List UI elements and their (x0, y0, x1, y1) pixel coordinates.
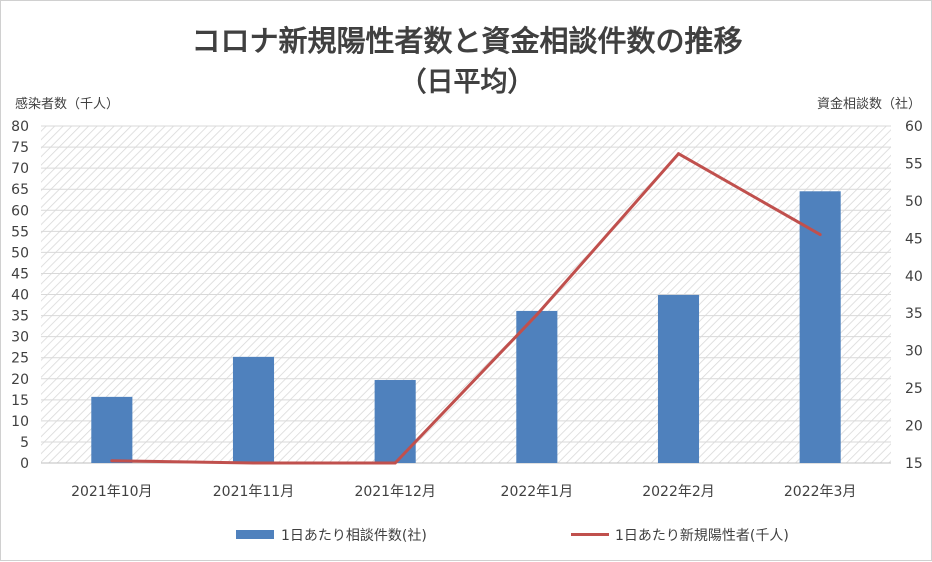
line-point (818, 233, 822, 237)
left-tick-label: 65 (11, 182, 29, 198)
left-tick-label: 10 (11, 414, 29, 430)
left-tick-label: 30 (11, 330, 29, 346)
series-line (111, 152, 821, 465)
right-tick-label: 60 (905, 119, 923, 135)
left-tick-label: 15 (11, 393, 29, 409)
left-tick-label: 45 (11, 266, 29, 282)
left-tick-label: 55 (11, 224, 29, 240)
x-tick-label: 2022年2月 (642, 484, 715, 500)
line-series (110, 152, 822, 465)
bar (374, 380, 416, 463)
chart-title: コロナ新規陽性者数と資金相談件数の推移 (191, 24, 742, 58)
left-tick-label: 40 (11, 288, 29, 304)
right-axis-label: 資金相談数（社） (817, 96, 921, 112)
x-tick-label: 2021年11月 (213, 484, 294, 500)
left-axis-ticks: 0 5 10 15 20 25 30 35 40 45 50 55 60 65 70 75 80 (11, 119, 29, 472)
right-axis-ticks: 15 20 25 30 35 40 45 50 55 60 (905, 119, 923, 472)
left-tick-label: 35 (11, 309, 29, 325)
line-point (110, 459, 114, 463)
line-point (393, 461, 397, 465)
right-tick-label: 45 (905, 231, 923, 247)
legend-label-line: 1日あたり新規陽性者(千人) (615, 528, 789, 544)
right-tick-label: 25 (905, 381, 923, 397)
bar-series (91, 191, 841, 463)
left-tick-label: 60 (11, 203, 29, 219)
bar (232, 356, 275, 463)
left-tick-label: 75 (11, 140, 29, 156)
left-axis-label: 感染者数（千人） (15, 96, 119, 112)
x-tick-label: 2022年3月 (784, 484, 857, 500)
bar (657, 294, 700, 463)
right-tick-label: 35 (905, 306, 923, 322)
left-tick-label: 80 (11, 119, 29, 135)
x-tick-label: 2022年1月 (501, 484, 574, 500)
right-tick-label: 55 (905, 156, 923, 172)
legend-swatch-bar (236, 530, 274, 539)
line-point (677, 152, 680, 156)
x-tick-label: 2021年12月 (354, 484, 435, 500)
left-tick-label: 25 (11, 351, 29, 367)
bar (516, 310, 558, 463)
right-tick-label: 40 (905, 269, 923, 285)
right-tick-label: 20 (905, 419, 923, 435)
legend-label-bar: 1日あたり相談件数(社) (281, 528, 427, 544)
chart-subtitle: （日平均） (400, 67, 535, 98)
right-tick-label: 30 (905, 344, 923, 360)
left-tick-label: 5 (20, 435, 29, 451)
x-tick-label: 2021年10月 (71, 484, 152, 500)
line-point (252, 461, 255, 465)
bar (799, 191, 841, 463)
left-tick-label: 50 (11, 245, 29, 261)
bar (91, 396, 133, 463)
left-tick-label: 70 (11, 161, 29, 177)
left-tick-label: 0 (20, 456, 29, 472)
left-tick-label: 20 (11, 372, 29, 388)
gridlines (41, 125, 891, 464)
right-tick-label: 50 (905, 194, 923, 210)
legend: 1日あたり相談件数(社) 1日あたり新規陽性者(千人) (236, 528, 789, 544)
right-tick-label: 15 (905, 456, 923, 472)
line-point (535, 313, 539, 317)
x-axis-ticks: 2021年10月 2021年11月 2021年12月 2022年1月 2022年2月 20… (71, 484, 856, 500)
